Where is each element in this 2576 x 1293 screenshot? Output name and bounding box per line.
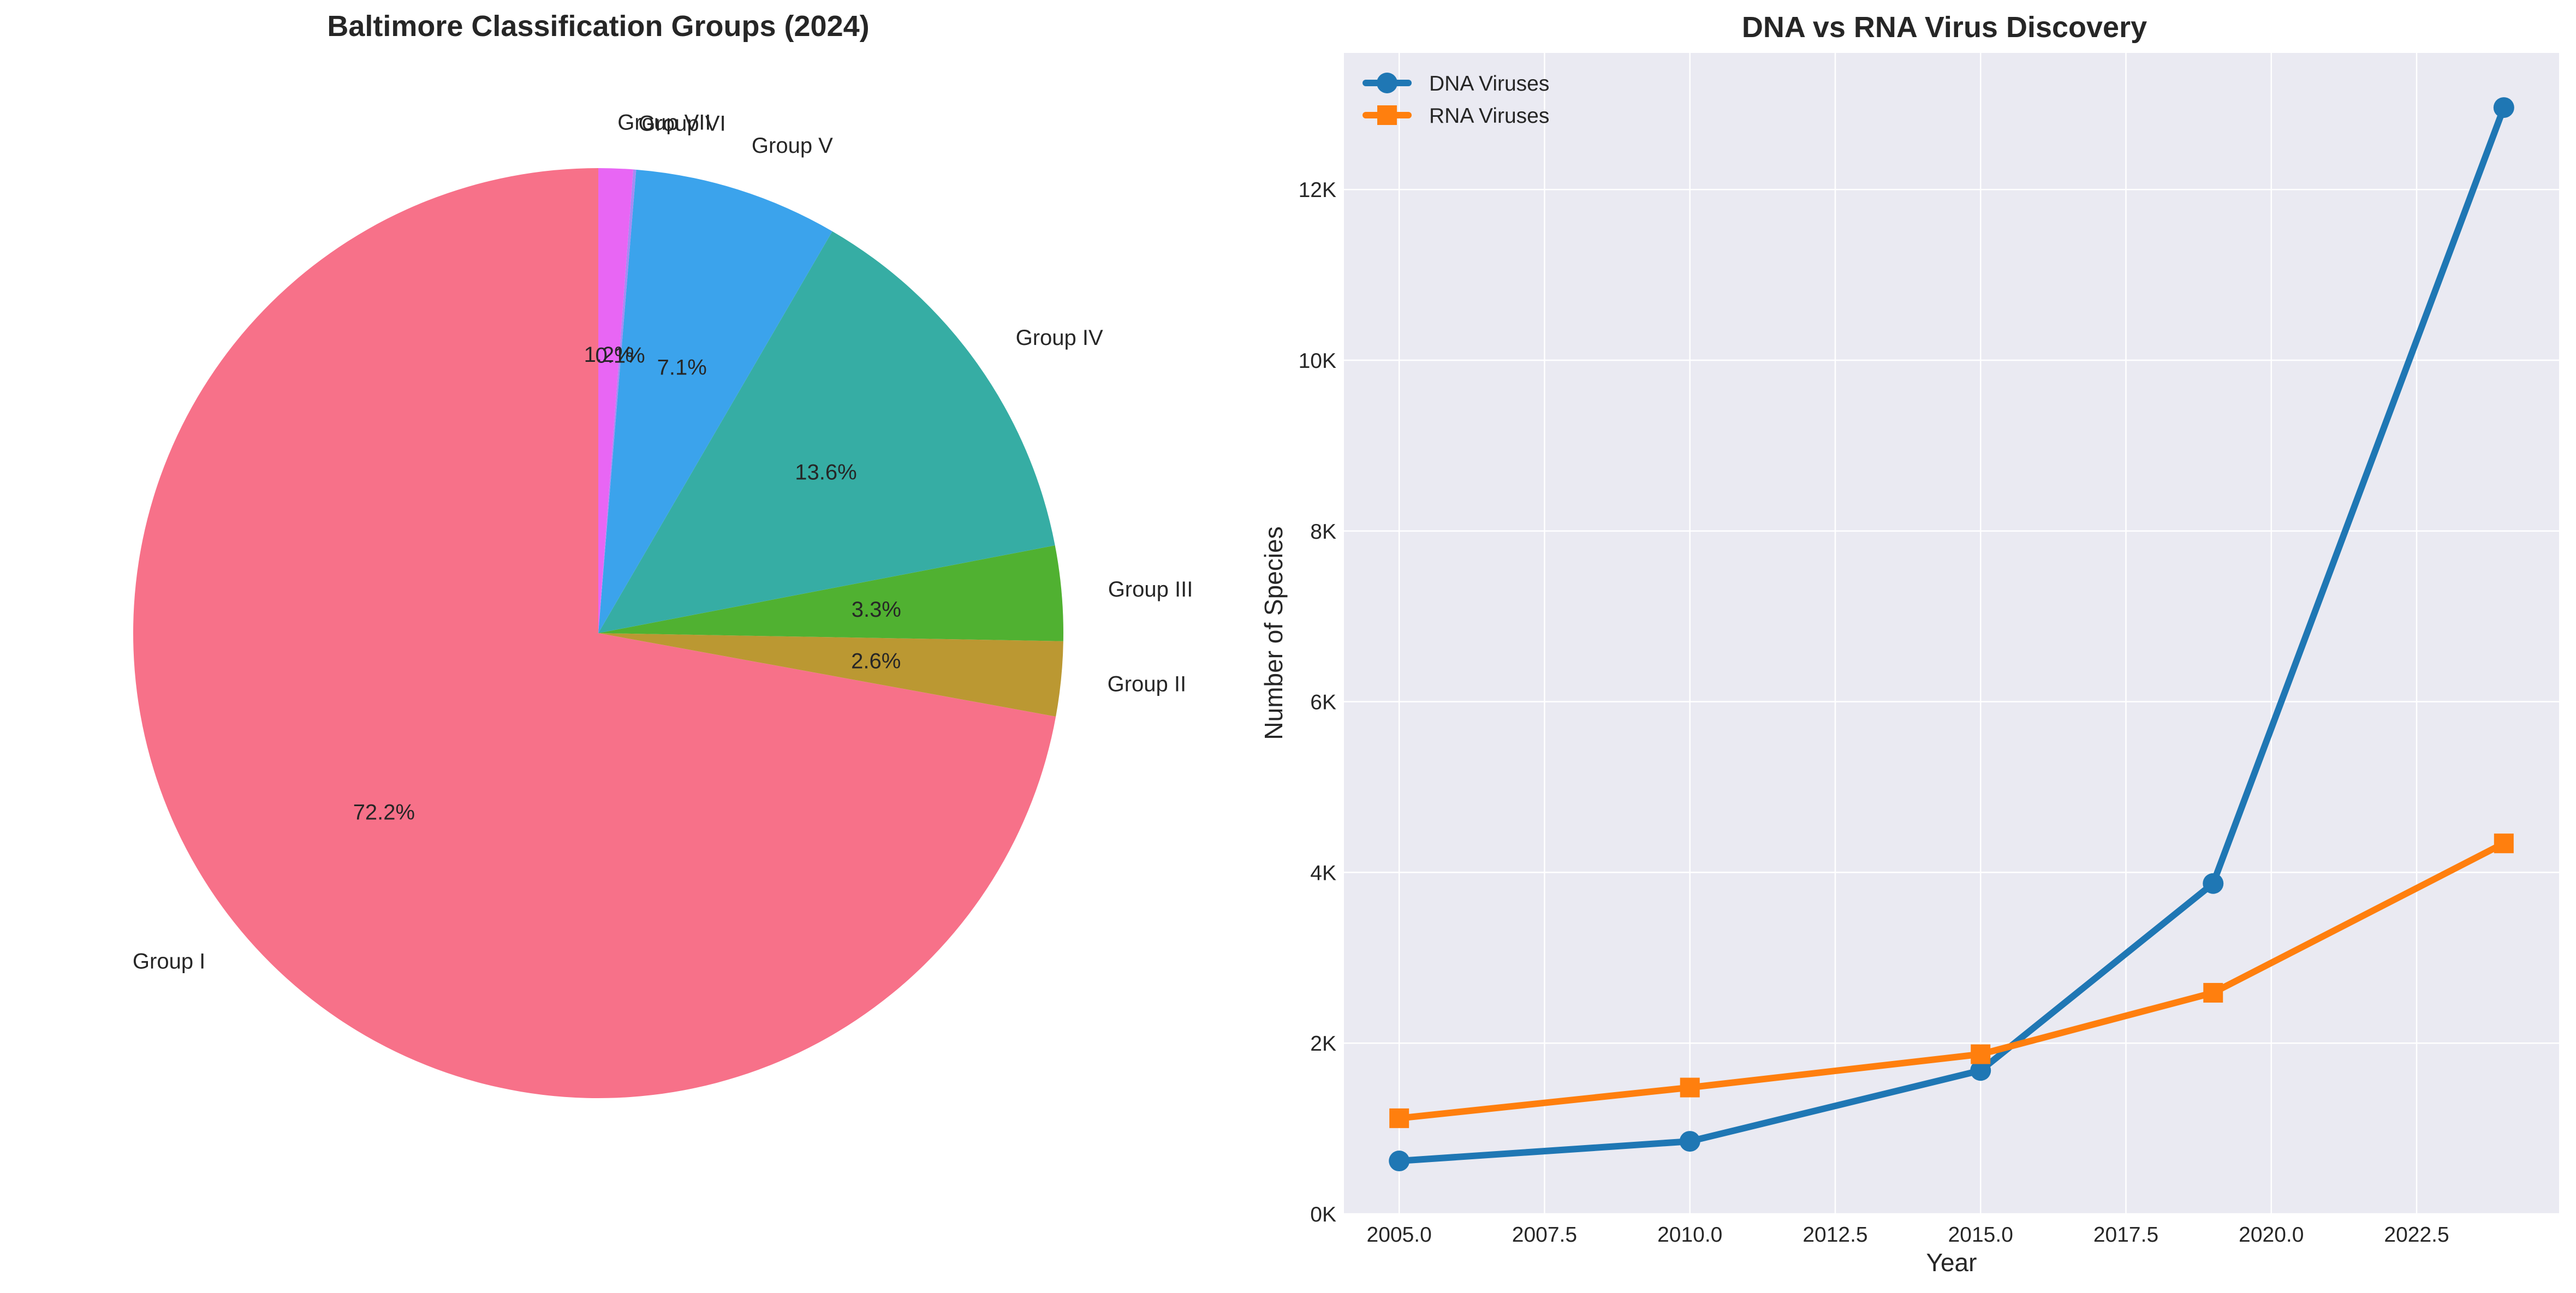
y-tick-label: 4K: [1310, 861, 1336, 885]
y-tick-label: 12K: [1299, 178, 1336, 202]
pie-category-label: Group III: [1108, 577, 1193, 601]
x-tick-label: 2015.0: [1948, 1223, 2013, 1247]
pie-category-label: Group IV: [1016, 326, 1103, 350]
pie-percent-label: 72.2%: [353, 800, 415, 824]
x-tick-label: 2005.0: [1367, 1223, 1432, 1247]
pie-percent-label: 13.6%: [795, 460, 856, 484]
pie-chart: Baltimore Classification Groups (2024) G…: [133, 10, 1193, 1098]
y-tick-label: 2K: [1310, 1032, 1336, 1056]
pie-title: Baltimore Classification Groups (2024): [327, 10, 869, 43]
legend-label-dna-viruses: DNA Viruses: [1429, 72, 1549, 96]
pie-percent-label: 1.2%: [584, 343, 634, 367]
pie-percent-label: 0.1%: [596, 343, 645, 367]
pie-category-label: Group VI: [639, 112, 726, 136]
y-tick-label: 10K: [1299, 349, 1336, 373]
x-tick-label: 2020.0: [2239, 1223, 2304, 1247]
pie-slice-group-ii: [598, 633, 1063, 717]
y-tick-label: 6K: [1310, 691, 1336, 714]
series-layer: [1389, 97, 2514, 1172]
pie-category-label: Group I: [133, 949, 205, 973]
pie-category-label: Group V: [752, 134, 833, 158]
line-title: DNA vs RNA Virus Discovery: [1742, 11, 2147, 44]
pie-slice-group-iv: [598, 231, 1055, 634]
data-point-dna-viruses: [2493, 97, 2514, 118]
pie-slice-group-i: [133, 168, 1056, 1098]
y-axis-ticks: 0K 2K 4K 6K 8K 10K 12K: [1299, 178, 1336, 1226]
x-axis-ticks: 2005.0 2007.5 2010.0 2012.5 2015.0 2017.5 2020…: [1367, 1223, 2449, 1247]
data-point-dna-viruses: [2203, 873, 2224, 894]
pie-slice-group-v: [598, 169, 832, 634]
pie-category-label: Group II: [1108, 672, 1187, 696]
plot-area: [1344, 53, 2559, 1214]
legend-label-rna-viruses: RNA Viruses: [1429, 104, 1549, 128]
pie-percent-label: 2.6%: [851, 650, 901, 674]
x-tick-label: 2017.5: [2093, 1223, 2158, 1247]
y-axis-label: Number of Species: [1259, 526, 1288, 740]
data-point-dna-viruses: [1970, 1060, 1991, 1081]
grid-lines: [1344, 53, 2559, 1215]
line-chart: DNA vs RNA Virus Discovery 2005.0 2007.5 2…: [1259, 11, 2559, 1277]
pie-slice-group-vii: [598, 168, 634, 633]
x-axis-label: Year: [1926, 1248, 1977, 1277]
data-point-rna-viruses: [2494, 833, 2514, 854]
data-point-rna-viruses: [1971, 1044, 1991, 1064]
x-tick-label: 2022.5: [2384, 1223, 2449, 1247]
y-tick-label: 0K: [1310, 1203, 1336, 1226]
legend: DNA Viruses RNA Viruses: [1363, 72, 1549, 128]
x-tick-label: 2012.5: [1802, 1223, 1867, 1247]
data-point-rna-viruses: [1680, 1077, 1700, 1098]
data-point-dna-viruses: [1389, 1151, 1410, 1172]
x-tick-label: 2010.0: [1657, 1223, 1722, 1247]
legend-marker-dna-viruses: [1377, 73, 1397, 93]
y-tick-label: 8K: [1310, 520, 1336, 544]
pie-slice-group-vi: [598, 169, 636, 633]
pie-labels: Group I 72.2% Group II 2.6% Group III 3.3% Gro…: [133, 111, 1193, 974]
x-tick-label: 2007.5: [1512, 1223, 1577, 1247]
data-point-rna-viruses: [2203, 982, 2223, 1003]
pie-slices: [133, 168, 1063, 1098]
pie-percent-label: 3.3%: [852, 598, 901, 622]
data-point-dna-viruses: [1679, 1131, 1700, 1152]
pie-slice-group-iii: [598, 545, 1063, 641]
legend-marker-rna-viruses: [1377, 105, 1397, 125]
data-point-rna-viruses: [1389, 1108, 1409, 1128]
pie-category-label: Group VII: [617, 111, 711, 135]
pie-percent-label: 7.1%: [657, 355, 707, 379]
